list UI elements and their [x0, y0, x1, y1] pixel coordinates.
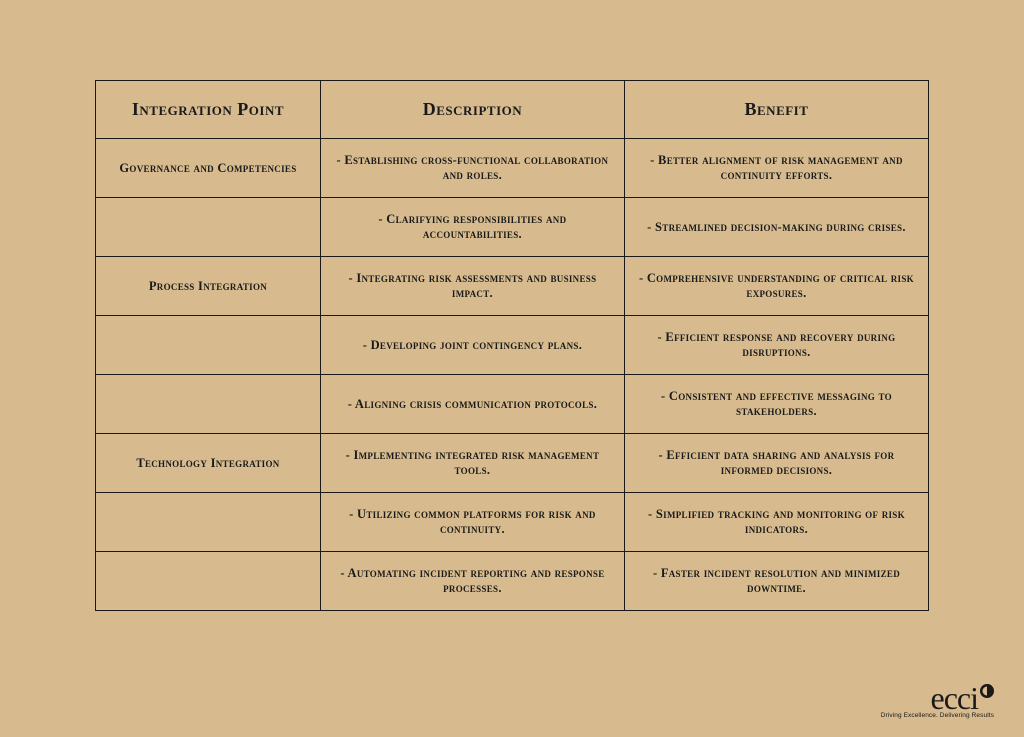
cell-desc: - Aligning crisis communication protocol…	[320, 375, 624, 434]
cell-benefit: - Efficient data sharing and analysis fo…	[624, 434, 928, 493]
column-header-description: Description	[320, 81, 624, 139]
logo-tagline: Driving Excellence. Delivering Results	[881, 712, 994, 719]
table-row: Process Integration - Integrating risk a…	[96, 257, 929, 316]
cell-point: Process Integration	[96, 257, 321, 316]
cell-point	[96, 198, 321, 257]
cell-benefit: - Better alignment of risk management an…	[624, 139, 928, 198]
cell-desc: - Integrating risk assessments and busin…	[320, 257, 624, 316]
cell-desc: - Establishing cross-functional collabor…	[320, 139, 624, 198]
integration-table: Integration Point Description Benefit Go…	[95, 80, 929, 611]
table-row: Technology Integration - Implementing in…	[96, 434, 929, 493]
table-header-row: Integration Point Description Benefit	[96, 81, 929, 139]
column-header-point: Integration Point	[96, 81, 321, 139]
table-row: - Automating incident reporting and resp…	[96, 552, 929, 611]
cell-desc: - Utilizing common platforms for risk an…	[320, 493, 624, 552]
cell-point	[96, 493, 321, 552]
table-row: - Utilizing common platforms for risk an…	[96, 493, 929, 552]
cell-benefit: - Comprehensive understanding of critica…	[624, 257, 928, 316]
table-row: - Aligning crisis communication protocol…	[96, 375, 929, 434]
table-row: - Clarifying responsibilities and accoun…	[96, 198, 929, 257]
cell-point: Technology Integration	[96, 434, 321, 493]
cell-point	[96, 316, 321, 375]
cell-desc: - Developing joint contingency plans.	[320, 316, 624, 375]
cell-benefit: - Faster incident resolution and minimiz…	[624, 552, 928, 611]
table-row: Governance and Competencies - Establishi…	[96, 139, 929, 198]
cell-desc: - Automating incident reporting and resp…	[320, 552, 624, 611]
column-header-benefit: Benefit	[624, 81, 928, 139]
cell-point	[96, 552, 321, 611]
logo-text: ecci	[931, 682, 979, 714]
brand-logo: ecci Driving Excellence. Delivering Resu…	[881, 682, 994, 719]
cell-desc: - Clarifying responsibilities and accoun…	[320, 198, 624, 257]
logo-mark-icon	[980, 684, 994, 698]
cell-benefit: - Streamlined decision-making during cri…	[624, 198, 928, 257]
table-row: - Developing joint contingency plans. - …	[96, 316, 929, 375]
cell-benefit: - Consistent and effective messaging to …	[624, 375, 928, 434]
cell-point	[96, 375, 321, 434]
cell-point: Governance and Competencies	[96, 139, 321, 198]
cell-benefit: - Simplified tracking and monitoring of …	[624, 493, 928, 552]
cell-benefit: - Efficient response and recovery during…	[624, 316, 928, 375]
cell-desc: - Implementing integrated risk managemen…	[320, 434, 624, 493]
